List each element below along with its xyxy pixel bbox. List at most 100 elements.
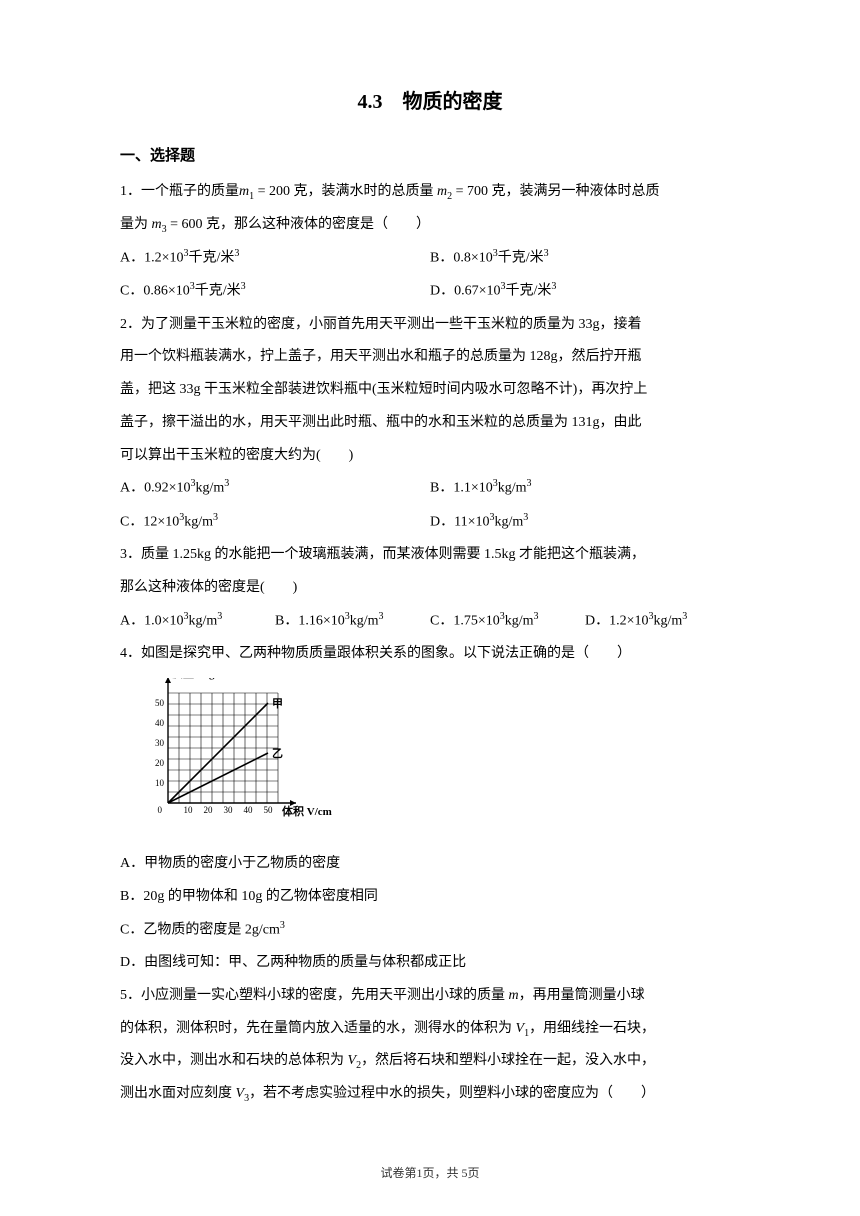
page-title: 4.3 物质的密度 — [120, 80, 740, 124]
q1-m2: m — [437, 184, 447, 199]
q3-optC: C．1.75×103kg/m3 — [430, 606, 585, 637]
q1-optB: B．0.8×103千克/米3 — [430, 243, 740, 274]
q3-optC-sup2: 3 — [534, 611, 539, 622]
q5-l2a: 的体积，测体积时，先在量筒内放入适量的水，测得水的体积为 — [120, 1021, 516, 1036]
q5-l2b: ，用细线拴一石块， — [529, 1021, 655, 1036]
q1-eq3: = 600 克，那么这种液体的密度是（ ） — [167, 217, 430, 232]
q3-optC-text: C．1.75×10 — [430, 614, 500, 629]
svg-text:40: 40 — [155, 718, 165, 728]
q2-optC: C．12×103kg/m3 — [120, 507, 430, 538]
q1-optC: C．0.86×103千克/米3 — [120, 276, 430, 307]
q3-optD: D．1.2×103kg/m3 — [585, 606, 740, 637]
q3-optA: A．1.0×103kg/m3 — [120, 606, 275, 637]
q2-optD: D．11×103kg/m3 — [430, 507, 740, 538]
q2-optA-text: A．0.92×10 — [120, 481, 191, 496]
q3-optA-text: A．1.0×10 — [120, 614, 184, 629]
svg-text:30: 30 — [224, 805, 234, 815]
q2-l1: 2．为了测量干玉米粒的密度，小丽首先用天平测出一些干玉米粒的质量为 33g，接着 — [120, 310, 740, 341]
question-1: 1．一个瓶子的质量m1 = 200 克，装满水时的总质量 m2 = 700 克，… — [120, 177, 740, 208]
q5-l2: 的体积，测体积时，先在量筒内放入适量的水，测得水的体积为 V1，用细线拴一石块， — [120, 1014, 740, 1045]
q1-optA-sup2: 3 — [234, 248, 239, 259]
page-footer: 试卷第1页，共 5页 — [0, 1160, 860, 1186]
q1-optD-sup2: 3 — [551, 281, 556, 292]
q2-l4: 盖子，擦干溢出的水，用天平测出此时瓶、瓶中的水和玉米粒的总质量为 131g，由此 — [120, 408, 740, 439]
q2-optC-text: C．12×10 — [120, 515, 179, 530]
q2-optA: A．0.92×103kg/m3 — [120, 473, 430, 504]
q3-l2: 那么这种液体的密度是( ) — [120, 573, 740, 604]
svg-text:10: 10 — [155, 778, 165, 788]
q4-chart: 102030405010203040500质量 m/g体积 V/cm3甲乙 — [138, 678, 740, 841]
svg-text:40: 40 — [244, 805, 254, 815]
svg-text:0: 0 — [158, 805, 163, 815]
q2-options-row1: A．0.92×103kg/m3 B．1.1×103kg/m3 — [120, 473, 740, 504]
q3-optB-text: B．1.16×10 — [275, 614, 345, 629]
q1-optC-unit: 千克/米 — [195, 284, 241, 299]
svg-text:30: 30 — [155, 738, 165, 748]
q1-optB-text: B．0.8×10 — [430, 250, 493, 265]
q3-optA-sup2: 3 — [217, 611, 222, 622]
q4-optC-text: C．乙物质的密度是 2g/cm — [120, 922, 280, 937]
q1-eq2: = 700 克，装满另一种液体时总质 — [452, 184, 659, 199]
q1-eq1: = 200 克，装满水时的总质量 — [254, 184, 437, 199]
q4-l1: 4．如图是探究甲、乙两种物质质量跟体积关系的图象。以下说法正确的是（ ） — [120, 639, 740, 670]
q2-l3: 盖，把这 33g 干玉米粒全部装进饮料瓶中(玉米粒短时间内吸水可忽略不计)，再次… — [120, 375, 740, 406]
q3-optD-text: D．1.2×10 — [585, 614, 649, 629]
q4-optA: A．甲物质的密度小于乙物质的密度 — [120, 849, 740, 880]
q2-optB-unit: kg/m — [498, 481, 527, 496]
q1-optC-text: C．0.86×10 — [120, 284, 190, 299]
q5-l1b: ，再用量筒测量小球 — [519, 988, 645, 1003]
q5-l3v2: V — [348, 1053, 357, 1068]
q2-optC-sup2: 3 — [213, 512, 218, 523]
svg-text:体积 V/cm: 体积 V/cm — [282, 804, 332, 818]
q3-optB-unit: kg/m — [350, 614, 379, 629]
q4-optB: B．20g 的甲物体和 10g 的乙物体密度相同 — [120, 882, 740, 913]
q5-l4v3: V — [236, 1086, 245, 1101]
svg-text:50: 50 — [264, 805, 274, 815]
q5-l3a: 没入水中，测出水和石块的总体积为 — [120, 1053, 348, 1068]
q5-l1a: 5．小应测量一实心塑料小球的密度，先用天平测出小球的质量 — [120, 988, 509, 1003]
svg-text:20: 20 — [155, 758, 165, 768]
q4-optC: C．乙物质的密度是 2g/cm3 — [120, 915, 740, 946]
svg-text:甲: 甲 — [272, 697, 283, 710]
q2-optA-sup2: 3 — [224, 478, 229, 489]
q3-l1: 3．质量 1.25kg 的水能把一个玻璃瓶装满，而某液体则需要 1.5kg 才能… — [120, 540, 740, 571]
section-header: 一、选择题 — [120, 140, 740, 173]
q5-l3: 没入水中，测出水和石块的总体积为 V2，然后将石块和塑料小球拴在一起，没入水中， — [120, 1046, 740, 1077]
q2-optB: B．1.1×103kg/m3 — [430, 473, 740, 504]
question-1-line2: 量为 m3 = 600 克，那么这种液体的密度是（ ） — [120, 210, 740, 241]
svg-text:50: 50 — [155, 698, 165, 708]
q3-optB: B．1.16×103kg/m3 — [275, 606, 430, 637]
q1-optA-text: A．1.2×10 — [120, 250, 184, 265]
q2-optD-unit: kg/m — [495, 515, 524, 530]
q1-optA-unit: 千克/米 — [189, 250, 235, 265]
q2-options-row2: C．12×103kg/m3 D．11×103kg/m3 — [120, 507, 740, 538]
q1-options-row2: C．0.86×103千克/米3 D．0.67×103千克/米3 — [120, 276, 740, 307]
q2-optA-unit: kg/m — [196, 481, 225, 496]
q5-l1: 5．小应测量一实心塑料小球的密度，先用天平测出小球的质量 m，再用量筒测量小球 — [120, 981, 740, 1012]
q2-l2: 用一个饮料瓶装满水，拧上盖子，用天平测出水和瓶子的总质量为 128g，然后拧开瓶 — [120, 342, 740, 373]
q1-m1: m — [239, 184, 249, 199]
q2-optB-text: B．1.1×10 — [430, 481, 493, 496]
q2-optC-unit: kg/m — [184, 515, 213, 530]
q3-optA-unit: kg/m — [189, 614, 218, 629]
q5-l1m: m — [509, 988, 519, 1003]
q1-optD: D．0.67×103千克/米3 — [430, 276, 740, 307]
q2-l5: 可以算出干玉米粒的密度大约为( ) — [120, 441, 740, 472]
q3-optC-unit: kg/m — [505, 614, 534, 629]
q3-optB-sup2: 3 — [379, 611, 384, 622]
q1-text: 1．一个瓶子的质量 — [120, 184, 239, 199]
q2-optD-text: D．11×10 — [430, 515, 490, 530]
q5-l3b: ，然后将石块和塑料小球拴在一起，没入水中， — [361, 1053, 655, 1068]
q3-optD-sup2: 3 — [682, 611, 687, 622]
q2-optB-sup2: 3 — [527, 478, 532, 489]
q5-l4a: 测出水面对应刻度 — [120, 1086, 236, 1101]
q5-l4: 测出水面对应刻度 V3，若不考虑实验过程中水的损失，则塑料小球的密度应为（ ） — [120, 1079, 740, 1110]
svg-text:乙: 乙 — [272, 747, 283, 760]
svg-text:质量 m/g: 质量 m/g — [172, 678, 215, 680]
q3-optD-unit: kg/m — [654, 614, 683, 629]
q1-optA: A．1.2×103千克/米3 — [120, 243, 430, 274]
q1-l2a: 量为 — [120, 217, 152, 232]
q3-options-row: A．1.0×103kg/m3 B．1.16×103kg/m3 C．1.75×10… — [120, 606, 740, 637]
q5-l4b: ，若不考虑实验过程中水的损失，则塑料小球的密度应为（ ） — [249, 1086, 655, 1101]
q5-l2v1: V — [516, 1021, 525, 1036]
